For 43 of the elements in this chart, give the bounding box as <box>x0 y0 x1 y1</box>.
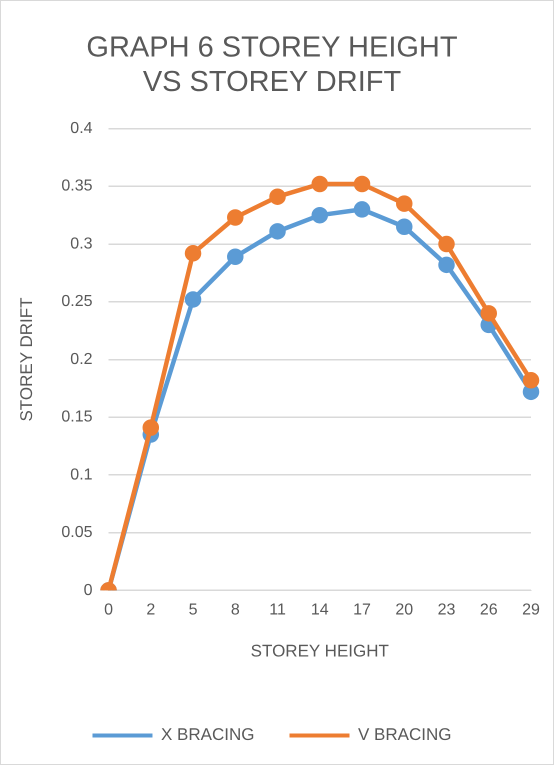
legend-label: X BRACING <box>160 725 255 744</box>
point <box>522 372 540 389</box>
y-axis-title: STOREY DRIFT <box>16 297 36 422</box>
x-tick-label: 2 <box>146 601 156 618</box>
y-tick-label: 0.15 <box>61 408 93 426</box>
text: VS STOREY DRIFT <box>142 66 402 98</box>
x-tick-label: 29 <box>522 601 540 618</box>
x-tick-label: 11 <box>269 601 286 618</box>
point <box>396 218 413 235</box>
text: GRAPH 6 STOREY HEIGHT <box>86 31 458 64</box>
x-tick-label: 20 <box>395 601 414 618</box>
point <box>438 256 455 274</box>
y-tick-label: 0.3 <box>70 235 93 252</box>
x-tick-label: 26 <box>480 601 498 618</box>
point <box>227 248 244 265</box>
y-tick-label: 0.35 <box>61 178 93 195</box>
y-tick-label: 0 <box>84 582 93 599</box>
x-tick-label: 5 <box>188 601 198 618</box>
x-tick-label: 23 <box>438 601 456 618</box>
x-tick-label: 0 <box>104 601 114 618</box>
point <box>354 176 370 192</box>
y-tick-label: 0.4 <box>70 120 93 138</box>
x-tick-label: 17 <box>353 601 372 618</box>
point <box>184 245 202 262</box>
point <box>227 209 244 226</box>
legend-label: V BRACING <box>358 725 452 744</box>
point <box>312 176 328 192</box>
x-axis-title: STOREY HEIGHT <box>250 641 389 660</box>
x-tick-label: 14 <box>310 601 329 618</box>
point <box>184 291 202 308</box>
point <box>269 223 286 240</box>
point <box>312 206 328 224</box>
y-tick-label: 0.1 <box>70 466 93 484</box>
y-tick-label: 0.05 <box>61 524 93 542</box>
point <box>480 305 498 322</box>
point <box>354 201 370 218</box>
point <box>142 419 160 436</box>
x-tick-label: 8 <box>230 601 240 618</box>
y-tick-label: 0.25 <box>61 293 93 310</box>
y-tick-label: 0.2 <box>70 350 93 368</box>
point <box>438 236 455 252</box>
point <box>396 195 413 212</box>
point <box>269 188 286 205</box>
